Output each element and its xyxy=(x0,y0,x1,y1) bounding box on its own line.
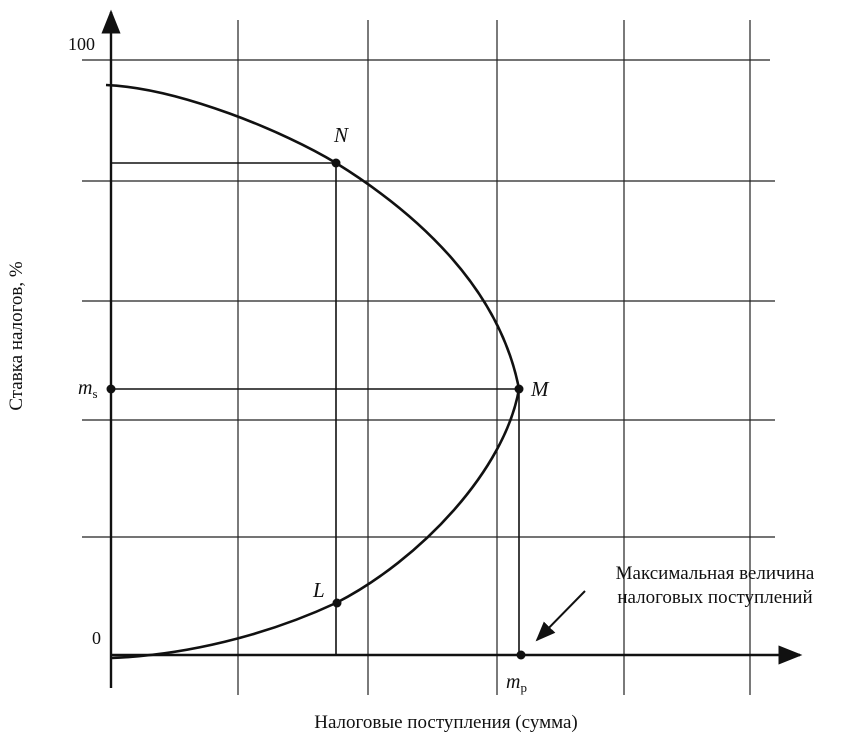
mp-label: mp xyxy=(506,671,527,695)
point-n-label: N xyxy=(333,123,349,147)
ms-label: ms xyxy=(78,377,98,401)
point-m-label: M xyxy=(530,377,550,401)
y-tick-100: 100 xyxy=(68,34,95,54)
point-l xyxy=(332,598,342,608)
mp-label-sub: p xyxy=(520,680,527,695)
point-n xyxy=(331,158,341,168)
ms-label-sub: s xyxy=(92,386,97,401)
point-l-label: L xyxy=(312,578,325,602)
laffer-curve xyxy=(105,83,521,660)
annotation-line-1: Максимальная величина xyxy=(616,563,815,584)
ms-label-main: m xyxy=(78,377,92,399)
mp-label-main: m xyxy=(506,671,520,693)
point-ms xyxy=(106,384,116,394)
y-tick-0: 0 xyxy=(92,628,101,648)
annotation-arrow xyxy=(535,590,586,642)
point-m xyxy=(514,384,524,394)
annotation-line-2: налоговых поступлений xyxy=(617,587,812,608)
y-axis-title: Ставка налогов, % xyxy=(6,261,27,411)
x-axis-title: Налоговые поступления (сумма) xyxy=(314,712,578,733)
point-mp xyxy=(516,650,526,660)
